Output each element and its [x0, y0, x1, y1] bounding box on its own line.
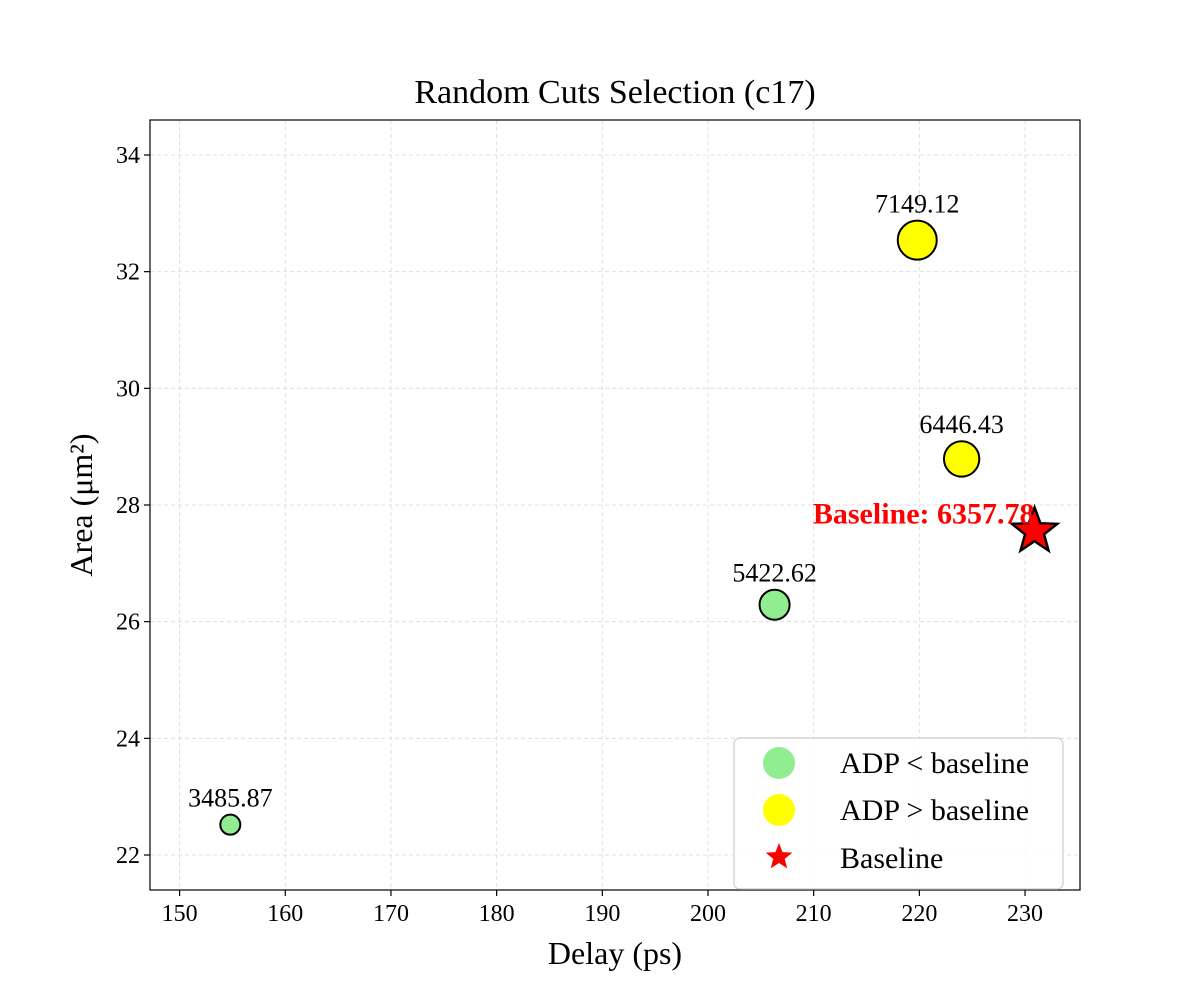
point-label-1: 5422.62: [732, 559, 817, 588]
x-tick-label-150: 150: [162, 901, 198, 927]
x-tick-label-160: 160: [267, 901, 303, 927]
scatter-point-0: [219, 813, 242, 836]
scatter-point-2: [942, 440, 981, 478]
plot-frame: [149, 119, 1081, 891]
data-points: 3485.87 5422.62 6446.43 7149.12 Baseline: 63…: [188, 190, 1061, 836]
x-tick-label-180: 180: [479, 901, 515, 927]
legend-label-below: ADP < baseline: [840, 747, 1029, 780]
x-tick-label-170: 170: [373, 901, 409, 927]
x-tick-label-220: 220: [901, 901, 937, 927]
baseline-label: Baseline: 6357.78: [813, 497, 1035, 530]
axis-ticks: 150 160 170 180 190 200 210 220 230 22 24 26 28 30 32 3…: [116, 143, 1043, 927]
point-label-3: 7149.12: [875, 190, 960, 219]
x-tick-label-190: 190: [584, 901, 620, 927]
legend: ADP < baseline ADP > baseline Baseline: [733, 737, 1064, 890]
y-tick-label-30: 30: [116, 376, 140, 402]
legend-marker-baseline-star: [765, 843, 793, 869]
scatter-point-3: [896, 219, 938, 261]
y-tick-label-34: 34: [116, 143, 140, 169]
legend-label-above: ADP > baseline: [840, 794, 1029, 827]
y-tick-label-22: 22: [116, 843, 140, 869]
x-tick-label-230: 230: [1007, 901, 1043, 927]
legend-marker-above: [763, 794, 795, 826]
legend-box: [733, 737, 1064, 890]
y-tick-label-28: 28: [116, 493, 140, 519]
chart-title: Random Cuts Selection (c17): [414, 74, 815, 111]
y-tick-label-26: 26: [116, 610, 140, 636]
scatter-point-1: [758, 588, 791, 621]
x-axis-title: Delay (ps): [548, 935, 682, 971]
point-label-2: 6446.43: [919, 410, 1004, 439]
legend-label-baseline: Baseline: [840, 842, 943, 875]
grid-lines: [150, 120, 1080, 890]
y-tick-label-32: 32: [116, 260, 140, 286]
point-label-0: 3485.87: [188, 784, 273, 813]
y-axis-title: Area (μm²): [63, 433, 99, 576]
legend-marker-below: [763, 747, 795, 779]
baseline-star: [1008, 503, 1061, 554]
x-tick-label-210: 210: [796, 901, 832, 927]
y-tick-label-24: 24: [116, 726, 140, 752]
x-tick-label-200: 200: [690, 901, 726, 927]
